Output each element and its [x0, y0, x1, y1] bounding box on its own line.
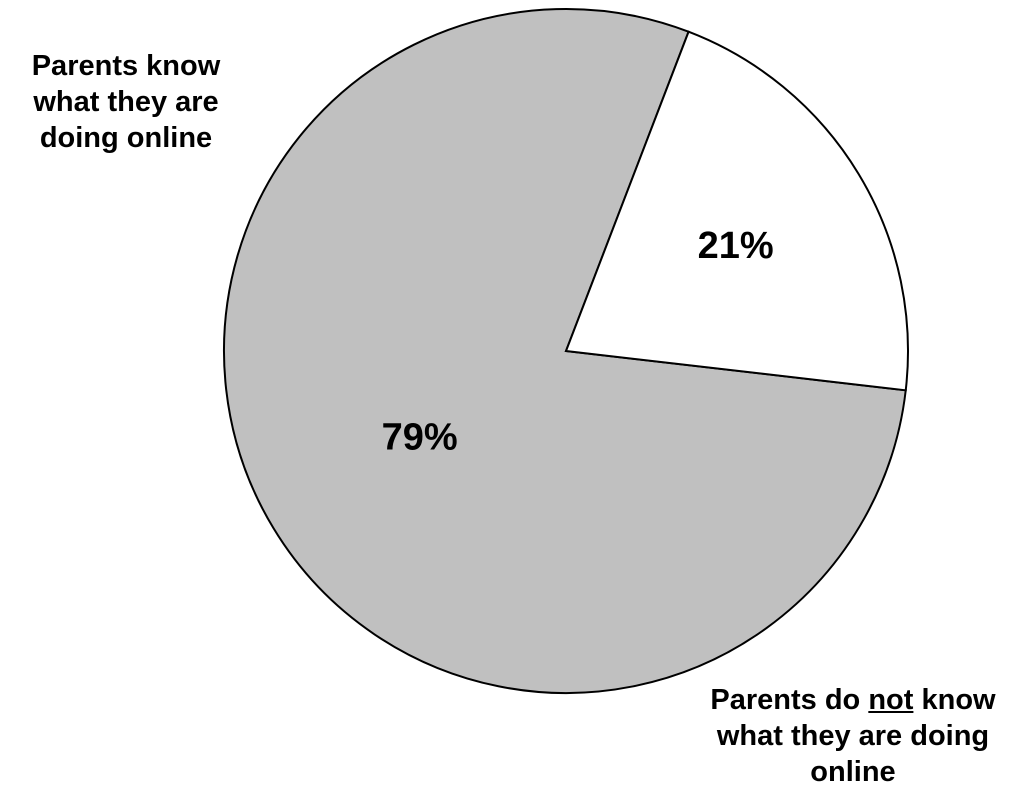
pie-value-label-0: 79%: [382, 417, 458, 459]
pie-slice-0: [223, 8, 907, 694]
slice-label-parents-know-text: Parents know what they are doing online: [31, 50, 221, 154]
pie-value-labels: 79% 21%: [382, 225, 774, 458]
pie-value-label-1: 21%: [698, 225, 774, 267]
slice-label-parents-do-not-know: Parents do not know what they are doing …: [676, 682, 1030, 790]
slice-label-parents-know: Parents know what they are doing online: [0, 48, 252, 156]
pie-slice-1: [564, 30, 909, 392]
slice-label-part-not: not: [868, 684, 914, 716]
slice-label-part-3: know what they are doing online: [716, 684, 1004, 788]
slice-label-part-1: Parents do: [710, 684, 869, 716]
pie-slices: [223, 8, 909, 694]
